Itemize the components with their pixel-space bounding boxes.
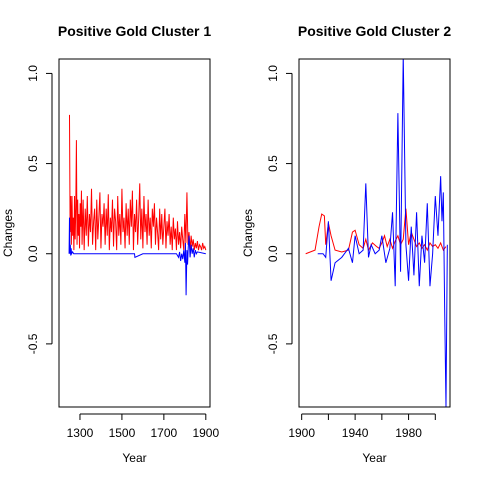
chart-title: Positive Gold Cluster 2 [298, 23, 451, 39]
x-axis-label: Year [122, 451, 146, 465]
chart-title: Positive Gold Cluster 1 [58, 23, 211, 39]
y-tick-label: 0.5 [266, 155, 280, 172]
series-line-2 [317, 59, 448, 407]
x-tick-label: 1940 [342, 426, 369, 440]
x-tick-label: 1500 [109, 426, 136, 440]
x-tick-label: 1700 [151, 426, 178, 440]
x-tick-label: 1980 [395, 426, 422, 440]
series-line-1 [305, 208, 447, 255]
y-tick-label: 0.5 [26, 155, 40, 172]
y-tick-label: -0.5 [266, 333, 280, 354]
y-axis-label: Changes [241, 209, 255, 257]
series-line-1 [68, 114, 207, 251]
series-line-2 [68, 217, 206, 296]
y-tick-label: 1.0 [26, 65, 40, 82]
plot-frame [298, 58, 451, 408]
chart-panel-2: Positive Gold Cluster 2 1900 1940 1980 -0.5 0… [241, 23, 451, 465]
y-tick-label: 0.0 [26, 245, 40, 262]
x-tick-label: 1300 [67, 426, 94, 440]
y-axis-label: Changes [1, 209, 15, 257]
chart-panel-1: Positive Gold Cluster 1 1300 1500 1700 1900 -… [1, 23, 219, 465]
series-group [305, 59, 448, 407]
y-tick-label: -0.5 [26, 333, 40, 354]
y-tick-label: 0.0 [266, 245, 280, 262]
x-axis-label: Year [362, 451, 386, 465]
plot-frame [58, 58, 211, 408]
y-tick-label: 1.0 [266, 65, 280, 82]
x-tick-label: 1900 [192, 426, 219, 440]
x-tick-label: 1900 [288, 426, 315, 440]
series-group [68, 114, 207, 296]
